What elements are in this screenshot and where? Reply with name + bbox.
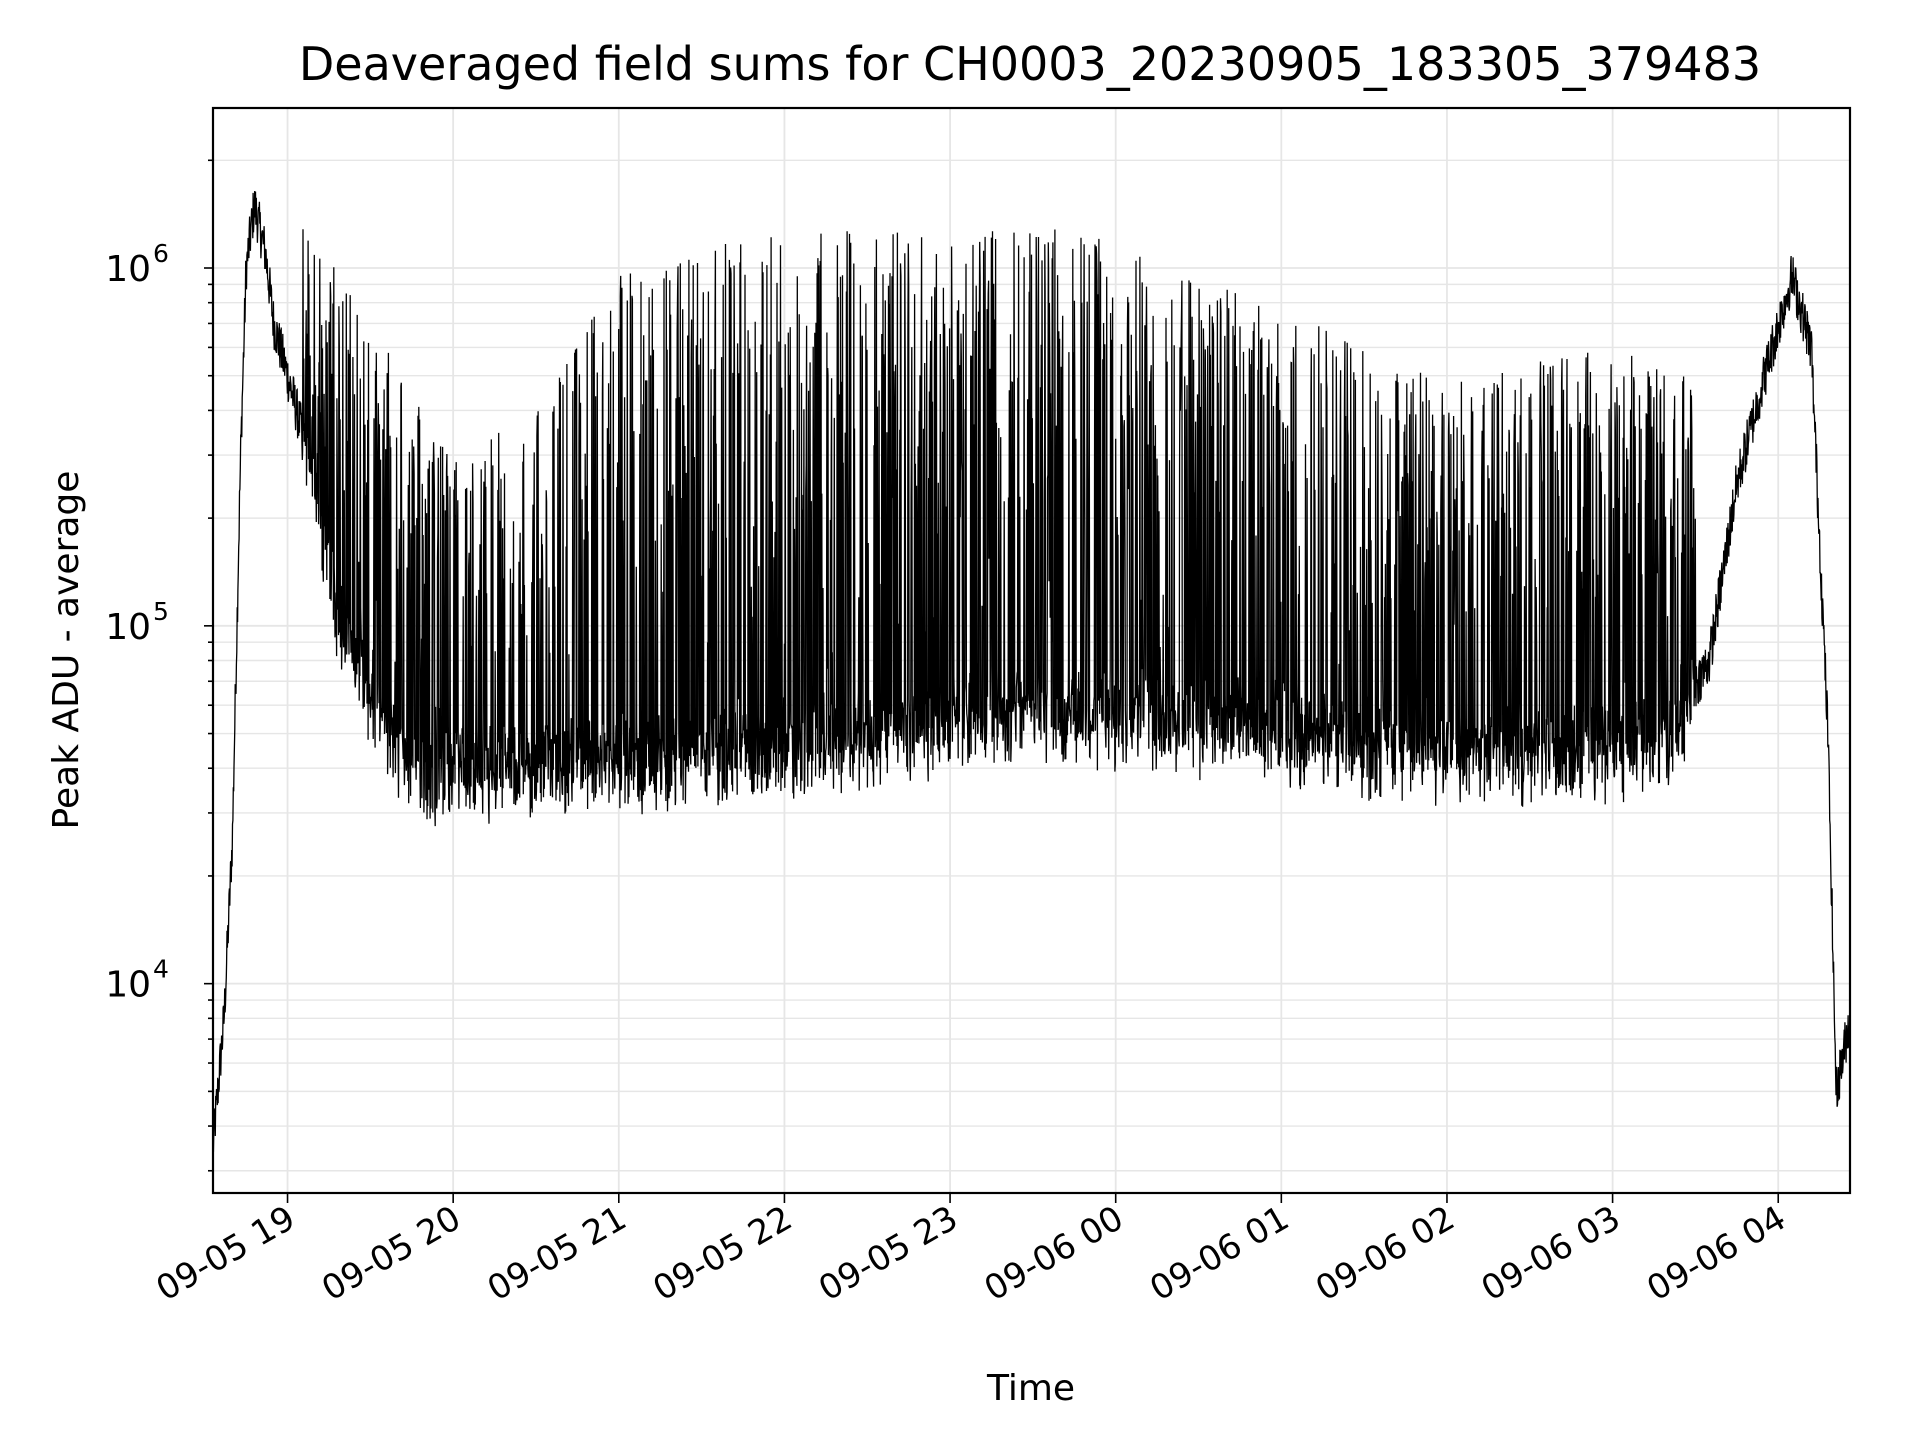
y-tick-exponent: 6 xyxy=(153,239,169,268)
chart-title: Deaveraged field sums for CH0003_2023090… xyxy=(299,37,1761,91)
y-axis-label: Peak ADU - average xyxy=(46,471,87,830)
plot-area xyxy=(213,190,1850,1153)
series-line xyxy=(213,190,1850,1153)
y-tick-label: 10 xyxy=(105,965,151,1006)
plot-frame xyxy=(211,106,1852,1195)
y-tick-exponent: 4 xyxy=(153,955,169,984)
y-tick-label: 10 xyxy=(105,607,151,648)
y-tick-exponent: 5 xyxy=(153,597,169,626)
y-tick-label: 10 xyxy=(105,249,151,290)
x-axis-label: Time xyxy=(986,1368,1075,1409)
